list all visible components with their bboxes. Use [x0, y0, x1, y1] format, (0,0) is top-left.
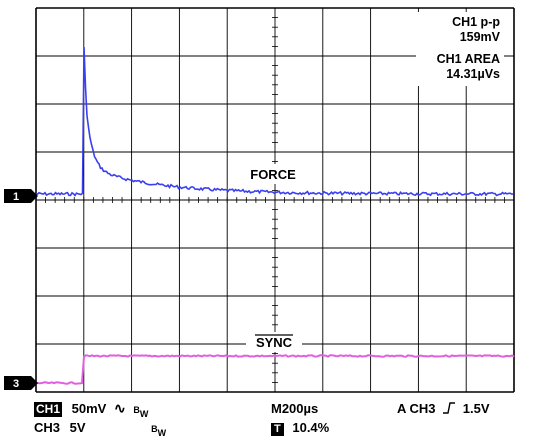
- force-label: FORCE: [250, 167, 296, 182]
- svg-text:1: 1: [13, 191, 19, 203]
- ch1-ground-marker: 1: [4, 189, 38, 203]
- trigger-level: 1.5V: [462, 401, 490, 416]
- force-label-bg: [240, 164, 306, 184]
- ch1-readout: CH1 50mV ∿ BW: [34, 400, 149, 419]
- ch1-badge: CH1: [34, 402, 63, 417]
- ch3-bandwidth-limit-icon: BW: [151, 424, 167, 438]
- sync-label-bg: [246, 332, 302, 352]
- measurement-box: [416, 12, 504, 86]
- ch3-label: CH3: [34, 420, 61, 435]
- trigger-position-readout: T 10.4%: [271, 420, 329, 436]
- trigger-readout: A CH3 1.5V: [397, 401, 490, 416]
- force-trace: [35, 46, 514, 197]
- ch1-area-label: CH1 AREA: [437, 52, 500, 66]
- ch3-readout: CH3 5V BW: [34, 420, 167, 438]
- trigger-position-value: 10.4%: [292, 420, 330, 435]
- bandwidth-limit-icon: BW: [133, 405, 149, 419]
- sync-trace: [35, 354, 515, 385]
- timebase-readout: M200µs: [271, 401, 319, 416]
- ch1-area-value: 14.31µVs: [446, 67, 500, 81]
- ch1-pp-value: 159mV: [460, 30, 501, 44]
- sync-label: SYNC: [256, 335, 293, 350]
- trigger-source: A CH3: [397, 401, 436, 416]
- trigger-position-icon: T: [271, 423, 284, 436]
- ac-coupling-icon: ∿: [113, 400, 126, 416]
- svg-text:3: 3: [13, 378, 19, 390]
- rising-edge-icon: [443, 402, 456, 414]
- ch3-ground-marker: 3: [4, 376, 38, 390]
- ch1-scale: 50mV: [71, 401, 107, 416]
- ch1-pp-label: CH1 p-p: [452, 15, 500, 29]
- ch3-scale: 5V: [69, 420, 86, 435]
